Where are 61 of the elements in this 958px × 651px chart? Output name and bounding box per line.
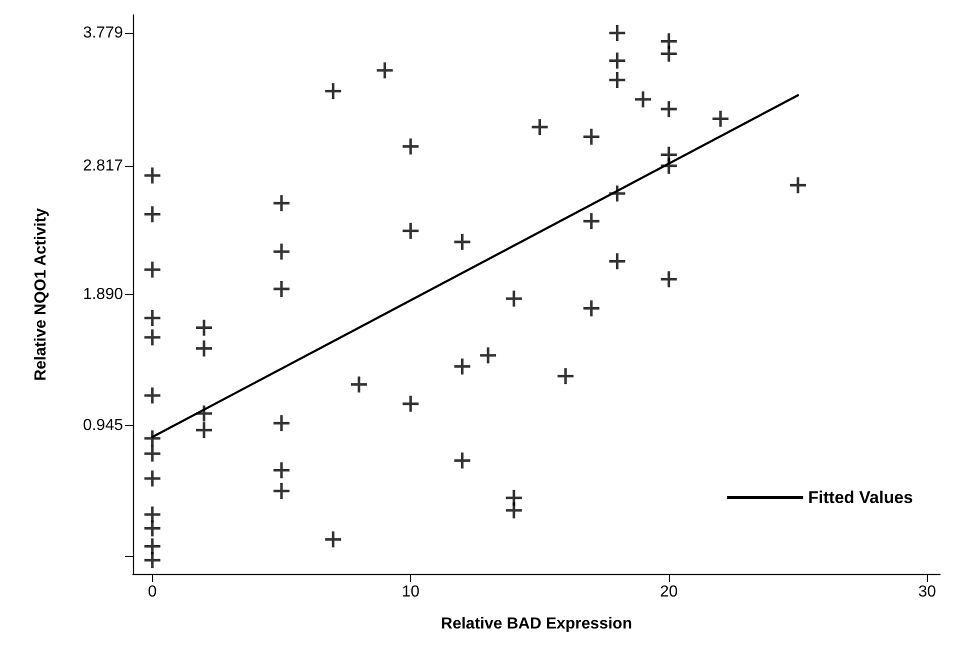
legend-label: Fitted Values	[808, 488, 914, 507]
point	[583, 128, 600, 145]
point	[790, 177, 806, 194]
point	[196, 422, 212, 438]
point	[454, 234, 470, 250]
point	[532, 119, 548, 136]
point	[144, 470, 160, 487]
point	[273, 244, 290, 260]
y-tick-label: 2.817	[82, 158, 124, 175]
point	[609, 72, 626, 88]
point	[660, 271, 677, 288]
point	[402, 396, 419, 412]
point	[144, 310, 160, 326]
x-tick-label: 30	[918, 584, 936, 600]
point	[660, 101, 677, 118]
point	[376, 62, 393, 78]
point	[558, 368, 574, 384]
point	[712, 110, 728, 127]
x-axis-title: Relative BAD Expression	[440, 616, 632, 632]
point	[196, 405, 212, 422]
point	[196, 320, 212, 336]
point	[454, 358, 470, 374]
point	[144, 262, 160, 278]
y-axis-title: Relative NQO1 Activity	[32, 208, 50, 381]
point	[583, 300, 600, 316]
point	[273, 415, 290, 432]
point	[660, 46, 677, 62]
point	[144, 446, 160, 462]
point	[144, 168, 160, 184]
point	[144, 506, 160, 523]
point	[144, 388, 160, 404]
point	[325, 531, 342, 548]
point	[506, 290, 522, 307]
point	[402, 222, 419, 239]
point	[325, 83, 342, 100]
point	[609, 253, 626, 270]
point	[350, 376, 367, 392]
point	[273, 482, 290, 499]
point	[144, 329, 160, 346]
point	[480, 347, 496, 364]
point	[273, 280, 290, 297]
point	[144, 520, 160, 536]
point	[609, 52, 626, 69]
point	[273, 462, 290, 478]
y-tick-label: 0.945	[82, 416, 124, 434]
point	[454, 452, 470, 469]
point	[144, 538, 160, 554]
point	[144, 552, 160, 568]
x-tick-label: 20	[660, 584, 678, 600]
point	[609, 24, 626, 41]
point	[402, 138, 419, 154]
point	[144, 206, 160, 222]
y-tick-label: 3.779	[82, 24, 124, 42]
x-tick-label: 0	[148, 584, 157, 600]
point	[583, 213, 600, 230]
x-tick-label: 10	[402, 584, 420, 600]
point	[506, 502, 522, 518]
point	[635, 91, 652, 108]
point	[196, 340, 212, 356]
y-tick-label: 1.890	[82, 286, 124, 303]
point	[273, 195, 290, 212]
